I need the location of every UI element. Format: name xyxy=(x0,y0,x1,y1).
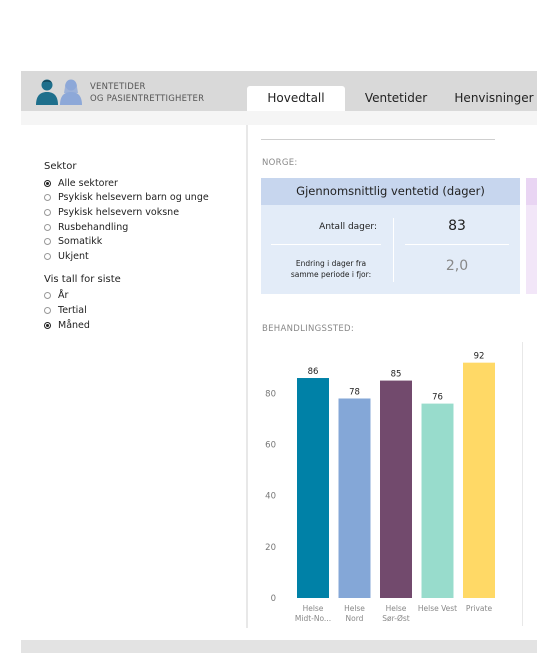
option-label: Alle sektorer xyxy=(58,177,118,189)
x-category-label: Sør-Øst xyxy=(382,614,409,623)
days-label: Antall dager: xyxy=(319,222,377,232)
option-label: Psykisk helsevern barn og unge xyxy=(58,192,209,204)
card-divider xyxy=(393,218,394,282)
next-card-edge xyxy=(526,178,537,294)
radio-icon[interactable] xyxy=(44,238,51,246)
period-option-tertial[interactable]: Tertial xyxy=(44,303,240,318)
option-label: Rusbehandling xyxy=(58,221,129,233)
treatment-bar-chart: 02040608086HelseMidt-No...78HelseNord85H… xyxy=(265,352,495,623)
period-title: Vis tall for siste xyxy=(44,273,121,285)
bar[interactable] xyxy=(297,378,329,598)
brand-line-2: OG PASIENTRETTIGHETER xyxy=(90,94,205,104)
next-card-header xyxy=(526,178,537,205)
chart-divider xyxy=(522,342,523,626)
bar-value-label: 76 xyxy=(432,393,443,403)
x-category-label: Helse xyxy=(303,604,324,613)
sector-option-voksne[interactable]: Psykisk helsevern voksne xyxy=(44,205,240,220)
radio-icon[interactable] xyxy=(44,252,51,260)
bar[interactable] xyxy=(380,380,412,598)
option-label: Ukjent xyxy=(58,250,89,262)
option-label: Tertial xyxy=(58,304,87,316)
y-tick-label: 0 xyxy=(271,594,276,604)
x-category-label: Helse xyxy=(344,604,365,613)
period-option-ar[interactable]: År xyxy=(44,289,240,304)
subheader-strip xyxy=(21,111,537,125)
sector-option-somatikk[interactable]: Somatikk xyxy=(44,234,240,249)
tab-hovedtall[interactable]: Hovedtall xyxy=(247,86,345,111)
panel-divider xyxy=(246,125,248,628)
option-label: År xyxy=(58,290,69,302)
x-category-label: Nord xyxy=(346,614,364,623)
sector-option-alle[interactable]: Alle sektorer xyxy=(44,176,240,191)
bar[interactable] xyxy=(338,398,371,598)
card-divider xyxy=(271,244,381,245)
y-tick-label: 60 xyxy=(265,441,276,451)
norway-section-label: NORGE: xyxy=(262,158,298,168)
y-tick-label: 20 xyxy=(265,543,276,553)
top-divider-line xyxy=(261,139,495,140)
bar-value-label: 85 xyxy=(391,370,402,380)
bar[interactable] xyxy=(463,362,495,598)
radio-icon[interactable] xyxy=(44,194,51,202)
waiting-time-card: Gjennomsnittlig ventetid (dager) Antall … xyxy=(261,178,520,294)
sector-option-ukjent[interactable]: Ukjent xyxy=(44,249,240,264)
bar-value-label: 78 xyxy=(349,387,360,397)
tab-ventetider[interactable]: Ventetider xyxy=(364,91,428,105)
change-value: 2,0 xyxy=(445,258,469,274)
change-label: Endring i dager fra samme periode i fjor… xyxy=(271,258,391,280)
radio-icon[interactable] xyxy=(44,223,51,231)
radio-selected-icon[interactable] xyxy=(44,321,51,329)
brand-text: VENTETIDER OG PASIENTRETTIGHETER xyxy=(90,81,204,105)
bar[interactable] xyxy=(421,403,454,598)
radio-selected-icon[interactable] xyxy=(44,179,51,187)
sector-option-bup[interactable]: Psykisk helsevern barn og unge xyxy=(44,191,240,206)
radio-icon[interactable] xyxy=(44,292,51,300)
radio-icon[interactable] xyxy=(44,208,51,216)
change-label-line-2: samme periode i fjor: xyxy=(290,270,372,279)
option-label: Somatikk xyxy=(58,236,103,248)
card-title: Gjennomsnittlig ventetid (dager) xyxy=(261,178,520,205)
y-tick-label: 40 xyxy=(265,492,276,502)
y-tick-label: 80 xyxy=(265,389,276,399)
option-label: Måned xyxy=(58,319,90,331)
filter-sidebar: Sektor Alle sektorer Psykisk helsevern b… xyxy=(44,161,240,332)
card-divider xyxy=(405,244,509,245)
patients-logo-icon xyxy=(36,79,82,105)
x-category-label: Helse xyxy=(386,604,407,613)
footer-strip xyxy=(21,640,537,653)
days-value: 83 xyxy=(448,218,466,234)
sector-title: Sektor xyxy=(44,161,77,172)
bar-value-label: 92 xyxy=(474,352,485,362)
tab-henvisninger[interactable]: Henvisninger xyxy=(454,91,534,105)
change-label-line-1: Endring i dager fra xyxy=(295,259,367,268)
x-category-label: Helse Vest xyxy=(418,604,457,613)
x-category-label: Midt-No... xyxy=(295,614,331,623)
treatment-section-label: BEHANDLINGSSTED: xyxy=(262,324,355,334)
x-category-label: Private xyxy=(466,604,493,613)
sector-option-rus[interactable]: Rusbehandling xyxy=(44,220,240,235)
brand-line-1: VENTETIDER xyxy=(90,82,146,92)
option-label: Psykisk helsevern voksne xyxy=(58,206,180,218)
radio-icon[interactable] xyxy=(44,306,51,314)
bar-value-label: 86 xyxy=(308,367,319,377)
top-header: VENTETIDER OG PASIENTRETTIGHETER Hovedta… xyxy=(21,71,537,111)
period-option-maned[interactable]: Måned xyxy=(44,318,240,333)
